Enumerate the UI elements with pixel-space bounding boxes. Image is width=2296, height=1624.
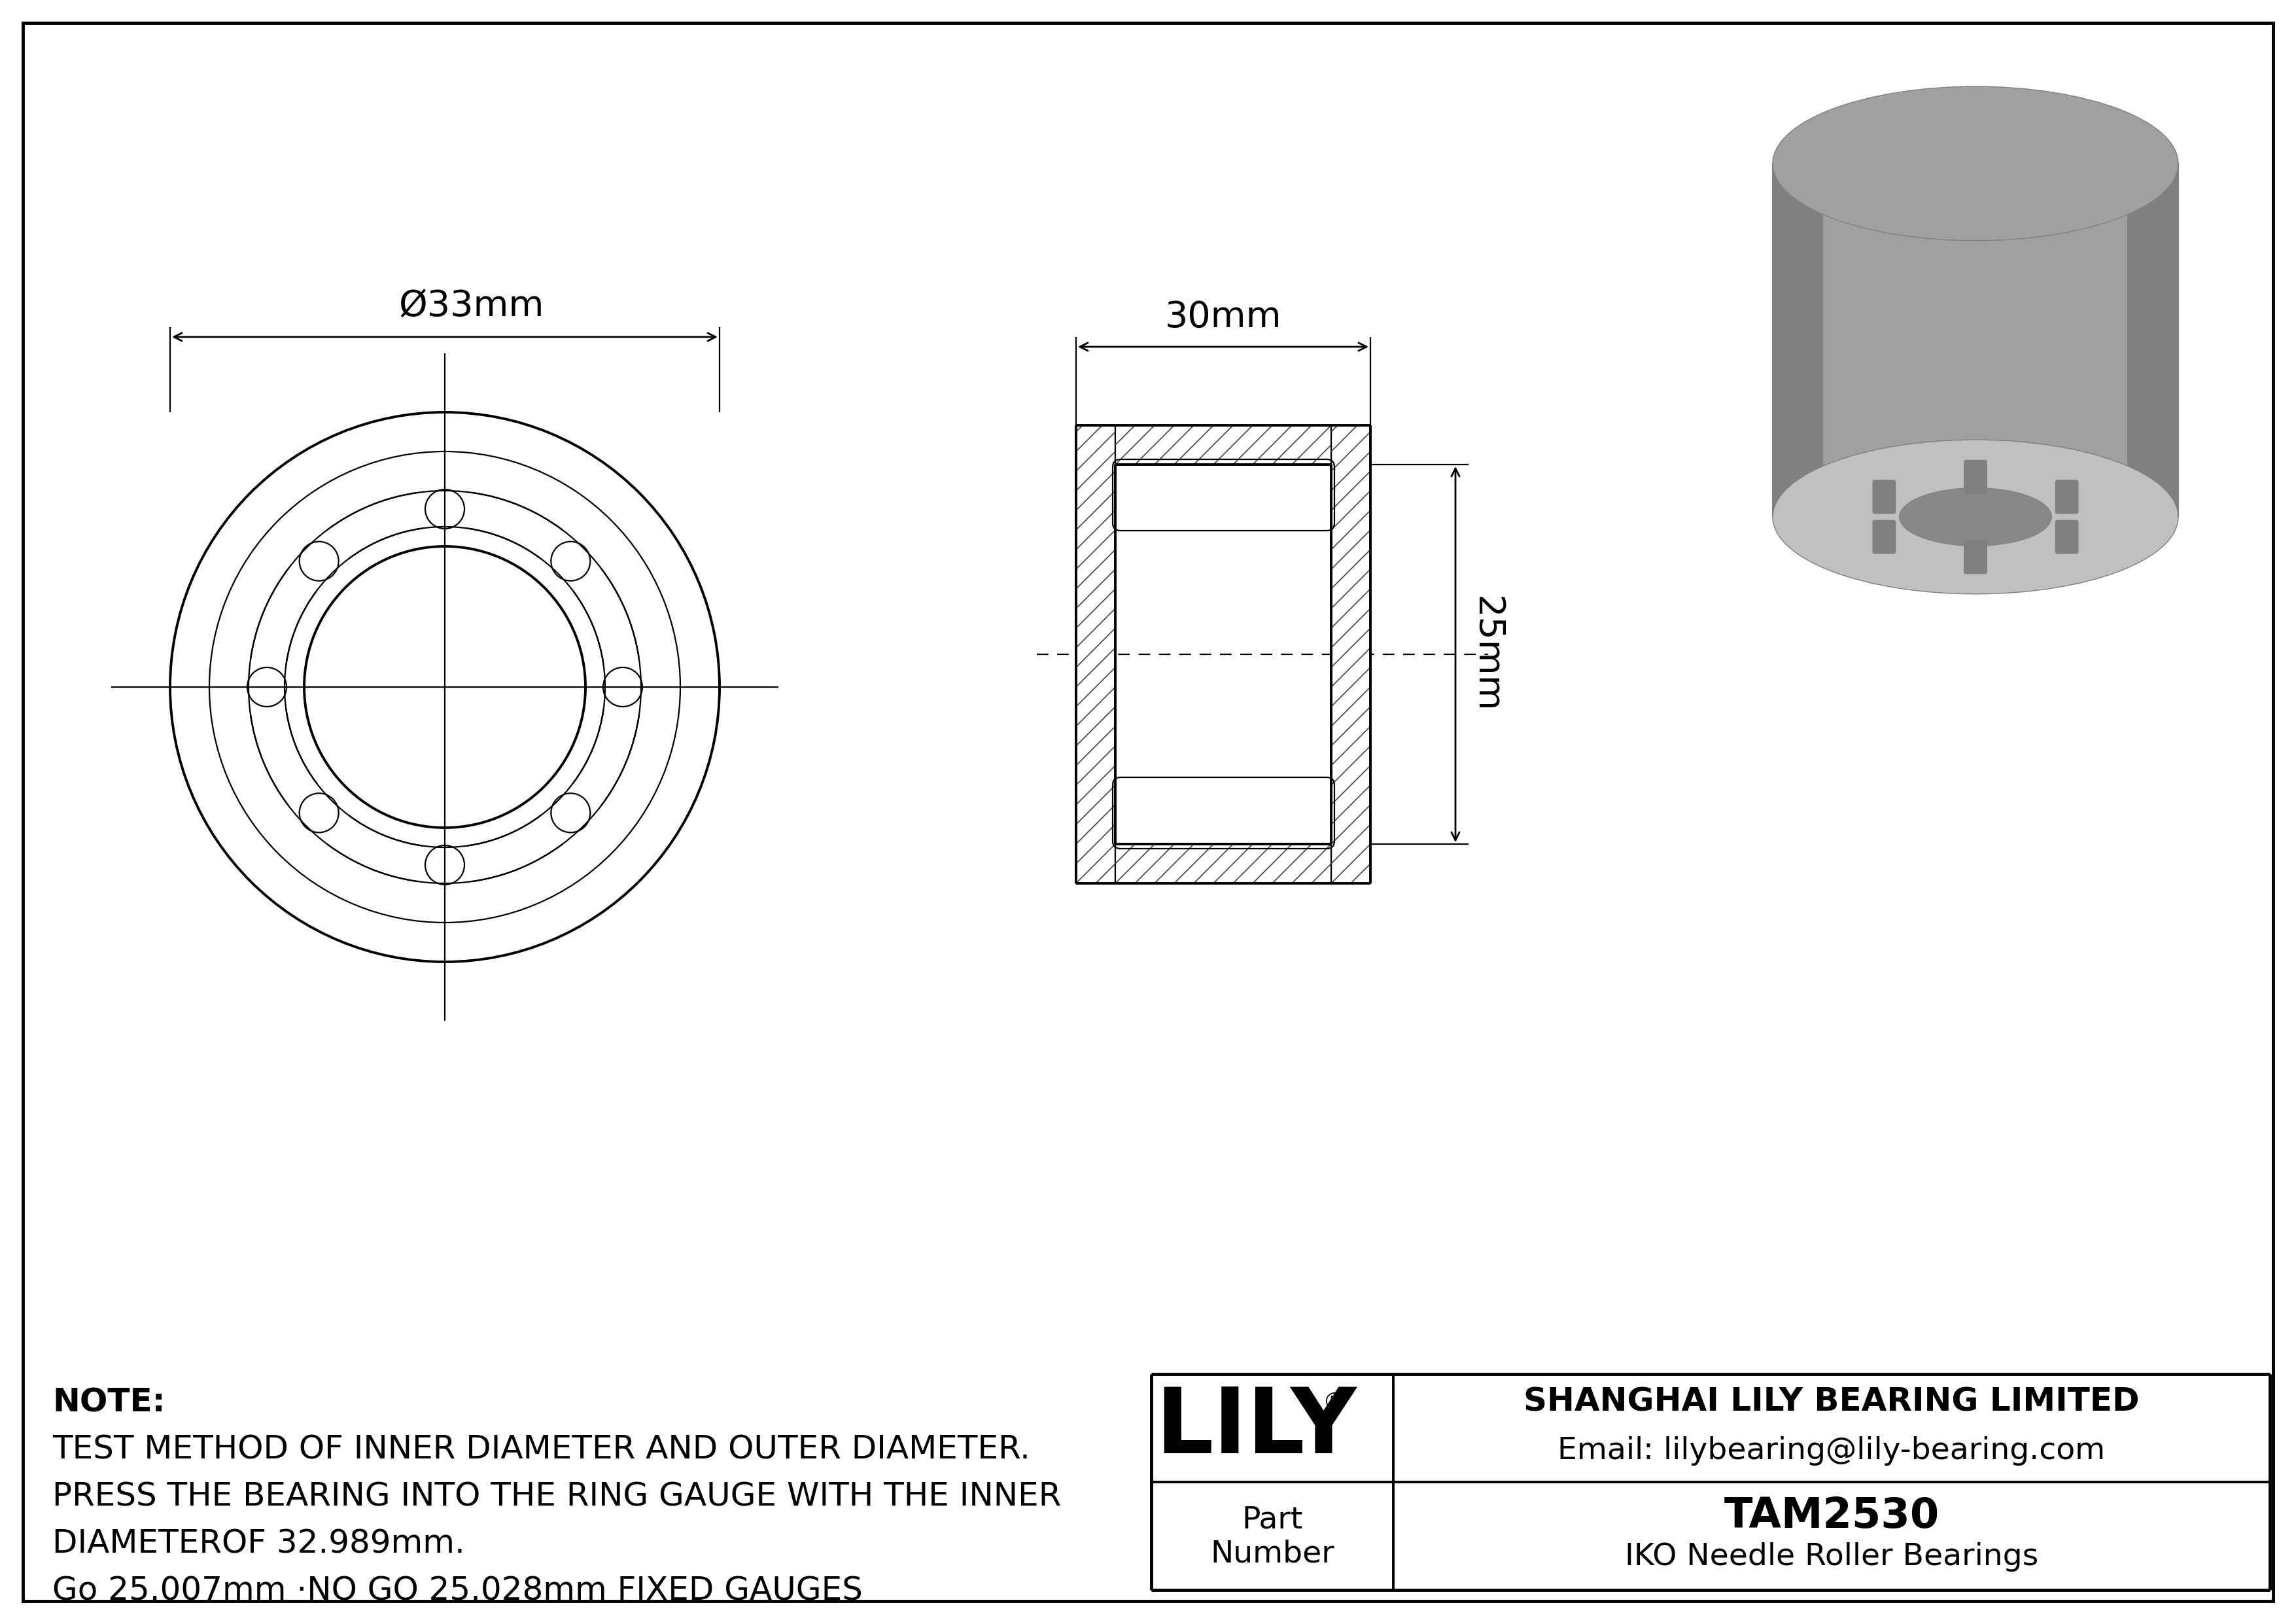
Bar: [1116, 425, 1332, 464]
Text: NOTE:: NOTE:: [53, 1387, 165, 1418]
Text: Part: Part: [1242, 1505, 1302, 1535]
Text: DIAMETEROF 32.989mm.: DIAMETEROF 32.989mm.: [53, 1528, 466, 1561]
Ellipse shape: [1899, 487, 2053, 546]
Ellipse shape: [1773, 440, 2179, 594]
Text: Ø33mm: Ø33mm: [397, 289, 544, 323]
Polygon shape: [1773, 164, 1823, 516]
Text: 30mm: 30mm: [1164, 300, 1281, 335]
Text: TEST METHOD OF INNER DIAMETER AND OUTER DIAMETER.: TEST METHOD OF INNER DIAMETER AND OUTER …: [53, 1434, 1031, 1465]
Bar: [1332, 425, 1371, 883]
FancyBboxPatch shape: [1871, 479, 1896, 513]
FancyBboxPatch shape: [2055, 520, 2078, 554]
Bar: [1773, 164, 2179, 516]
Bar: [1120, 468, 1327, 523]
Text: 25mm: 25mm: [1469, 596, 1504, 713]
Text: ®: ®: [1322, 1392, 1345, 1415]
FancyBboxPatch shape: [1963, 539, 1988, 573]
Text: LILY: LILY: [1155, 1384, 1357, 1473]
Polygon shape: [2128, 164, 2179, 516]
Text: TAM2530: TAM2530: [1724, 1496, 1940, 1536]
Text: Number: Number: [1210, 1540, 1334, 1569]
FancyBboxPatch shape: [1963, 460, 1988, 494]
FancyBboxPatch shape: [1871, 520, 1896, 554]
Bar: [1116, 844, 1332, 883]
Text: Email: lilybearing@lily-bearing.com: Email: lilybearing@lily-bearing.com: [1557, 1436, 2105, 1465]
Text: SHANGHAI LILY BEARING LIMITED: SHANGHAI LILY BEARING LIMITED: [1525, 1387, 2140, 1418]
Bar: [1120, 784, 1327, 841]
Text: IKO Needle Roller Bearings: IKO Needle Roller Bearings: [1626, 1543, 2039, 1572]
FancyBboxPatch shape: [2055, 479, 2078, 513]
Text: Go 25.007mm ·NO GO 25.028mm FIXED GAUGES: Go 25.007mm ·NO GO 25.028mm FIXED GAUGES: [53, 1575, 863, 1608]
Ellipse shape: [1773, 86, 2179, 240]
Bar: [1077, 425, 1116, 883]
Text: PRESS THE BEARING INTO THE RING GAUGE WITH THE INNER: PRESS THE BEARING INTO THE RING GAUGE WI…: [53, 1481, 1061, 1514]
